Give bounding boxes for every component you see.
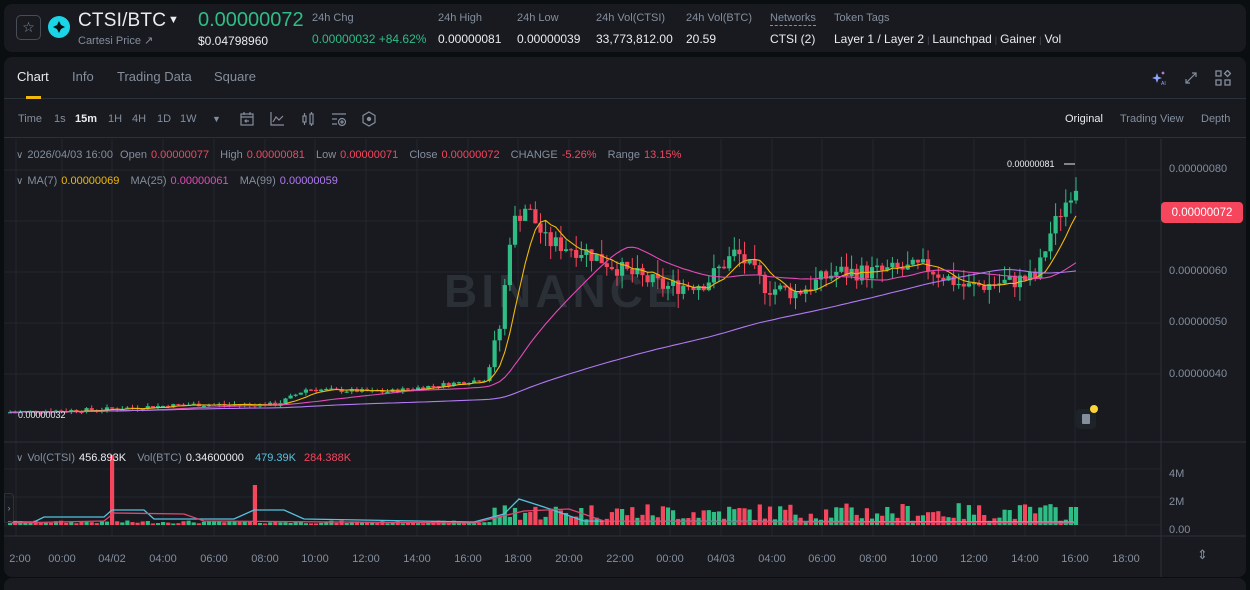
time-axis-label: 16:00 [454, 553, 482, 565]
price-axis-label: 0.00000050 [1169, 316, 1228, 328]
current-price-tag: 0.00000072 [1161, 202, 1243, 223]
chart-canvas[interactable]: BINANCE [4, 139, 1246, 577]
favorite-button[interactable]: ☆ [16, 15, 41, 40]
time-axis-label: 04/02 [98, 553, 126, 565]
time-axis-label: 20:00 [555, 553, 583, 565]
tab-chart[interactable]: Chart [17, 69, 49, 84]
interval-time[interactable]: Time [18, 113, 43, 125]
pair-dropdown-icon[interactable]: ▼ [168, 14, 179, 26]
time-axis-label: 08:00 [859, 553, 887, 565]
stat-24h-low: 24h Low 0.00000039 [517, 12, 581, 46]
price-axis-label: 0.00000060 [1169, 265, 1228, 277]
active-tab-indicator [26, 96, 41, 99]
chart-tabs: Chart Info Trading Data Square AI [4, 57, 1246, 99]
stat-token-tags: Token Tags Layer 1 / Layer 2 | Launchpad | G… [834, 12, 1062, 46]
volume-axis-label: 4M [1169, 468, 1185, 480]
volume-axis-label: 2M [1169, 496, 1185, 508]
tag-vol[interactable]: Vol [1044, 32, 1062, 46]
layout-grid-icon[interactable] [1214, 69, 1232, 87]
stat-networks[interactable]: Networks CTSI (2) [770, 12, 816, 46]
time-axis-label: 04/03 [707, 553, 735, 565]
price-axis-label: 0.00000080 [1169, 163, 1228, 175]
tab-info[interactable]: Info [72, 69, 94, 84]
auto-scale-icon[interactable]: ⇕ [1197, 547, 1208, 562]
interval-1s[interactable]: 1s [54, 113, 66, 125]
tab-square[interactable]: Square [214, 69, 256, 84]
hexagon-settings-icon[interactable] [361, 111, 377, 127]
stat-24h-vol-btc: 24h Vol(BTC) 20.59 [686, 12, 753, 46]
time-axis-label: 08:00 [251, 553, 279, 565]
chart-settings-icon[interactable] [331, 111, 347, 127]
svg-text:BINANCE: BINANCE [444, 265, 682, 317]
time-axis-label: 12:00 [960, 553, 988, 565]
calendar-goto-icon[interactable] [239, 111, 255, 127]
stat-24h-high: 24h High 0.00000081 [438, 12, 502, 46]
news-notification-button[interactable] [1076, 409, 1096, 429]
token-tags-list: Layer 1 / Layer 2 | Launchpad | Gainer | Vol [834, 32, 1062, 46]
volume-legend: ∨ Vol(CTSI) 456.893K Vol(BTC) 0.34600000 47… [16, 452, 352, 464]
interval-more-dropdown-icon[interactable]: ▼ [212, 114, 221, 124]
time-axis-label: 14:00 [1011, 553, 1039, 565]
time-axis-label: 2:00 [9, 553, 31, 565]
chart-type-candles-icon[interactable] [300, 111, 316, 127]
ticker-header: ☆ CTSI/BTC ▼ Cartesi Price ↗ 0.00000072 … [4, 4, 1246, 52]
tag-launchpad[interactable]: Launchpad [932, 32, 992, 46]
interval-15m[interactable]: 15m [75, 113, 98, 125]
time-axis-label: 06:00 [200, 553, 228, 565]
stat-24h-vol-ctsi: 24h Vol(CTSI) 33,773,812.00 [596, 12, 673, 46]
interval-1w[interactable]: 1W [180, 113, 197, 125]
time-axis-label: 00:00 [48, 553, 76, 565]
time-axis-label: 00:00 [656, 553, 684, 565]
view-depth[interactable]: Depth [1201, 113, 1231, 125]
expand-icon[interactable] [1182, 69, 1200, 87]
svg-text:AI: AI [1161, 81, 1166, 86]
time-axis-label: 12:00 [352, 553, 380, 565]
chart-toolbar: Time 1s 15m 1H 4H 1D 1W ▼ Original Tradi… [4, 100, 1246, 138]
time-axis-label: 22:00 [606, 553, 634, 565]
price-axis-label: 0.00000040 [1169, 368, 1228, 380]
volume-axis-label: 0.00 [1169, 524, 1191, 536]
chart-panel: Chart Info Trading Data Square AI Time 1… [4, 57, 1246, 577]
indicators-icon[interactable] [269, 111, 285, 127]
time-axis-label: 18:00 [1112, 553, 1140, 565]
time-axis-label: 04:00 [758, 553, 786, 565]
time-axis-label: 16:00 [1061, 553, 1089, 565]
news-icon [1082, 414, 1090, 424]
notification-dot [1090, 405, 1098, 413]
time-axis-label: 10:00 [910, 553, 938, 565]
last-price: 0.00000072 [198, 9, 304, 31]
tag-layer[interactable]: Layer 1 / Layer 2 [834, 32, 925, 46]
ai-sparkle-icon[interactable]: AI [1150, 69, 1168, 87]
pair-name[interactable]: CTSI/BTC [78, 10, 167, 31]
time-axis-label: 04:00 [149, 553, 177, 565]
tab-trading-data[interactable]: Trading Data [117, 69, 192, 84]
collapse-panel-handle[interactable]: › [4, 493, 14, 523]
ma-legend: ∨ MA(7) 0.00000069 MA(25) 0.00000061 MA(99)… [16, 175, 338, 187]
time-axis-label: 10:00 [301, 553, 329, 565]
view-trading-view[interactable]: Trading View [1120, 113, 1184, 125]
cartesi-logo [48, 16, 70, 38]
candlestick-chart[interactable]: BINANCE ∨ 2026/04/03 16:00 Open 0.00000077… [4, 139, 1246, 577]
coin-price-link[interactable]: Cartesi Price ↗ [78, 35, 154, 47]
interval-1h[interactable]: 1H [108, 113, 123, 125]
time-axis-label: 14:00 [403, 553, 431, 565]
interval-4h[interactable]: 4H [132, 113, 147, 125]
low-marker: 0.00000032 [18, 410, 66, 420]
interval-1d[interactable]: 1D [157, 113, 172, 125]
stat-24h-change: 24h Chg 0.00000032 +84.62% [312, 12, 427, 46]
tag-gainer[interactable]: Gainer [1000, 32, 1037, 46]
time-axis-label: 18:00 [504, 553, 532, 565]
ohlc-legend: ∨ 2026/04/03 16:00 Open 0.00000077 High 0.0… [16, 149, 682, 161]
time-axis-label: 06:00 [808, 553, 836, 565]
star-icon: ☆ [22, 19, 35, 35]
view-original[interactable]: Original [1065, 113, 1103, 125]
high-marker: 0.00000081 [1007, 159, 1055, 169]
bottom-panel-edge [4, 578, 1246, 590]
last-price-usd: $0.04798960 [198, 34, 269, 48]
